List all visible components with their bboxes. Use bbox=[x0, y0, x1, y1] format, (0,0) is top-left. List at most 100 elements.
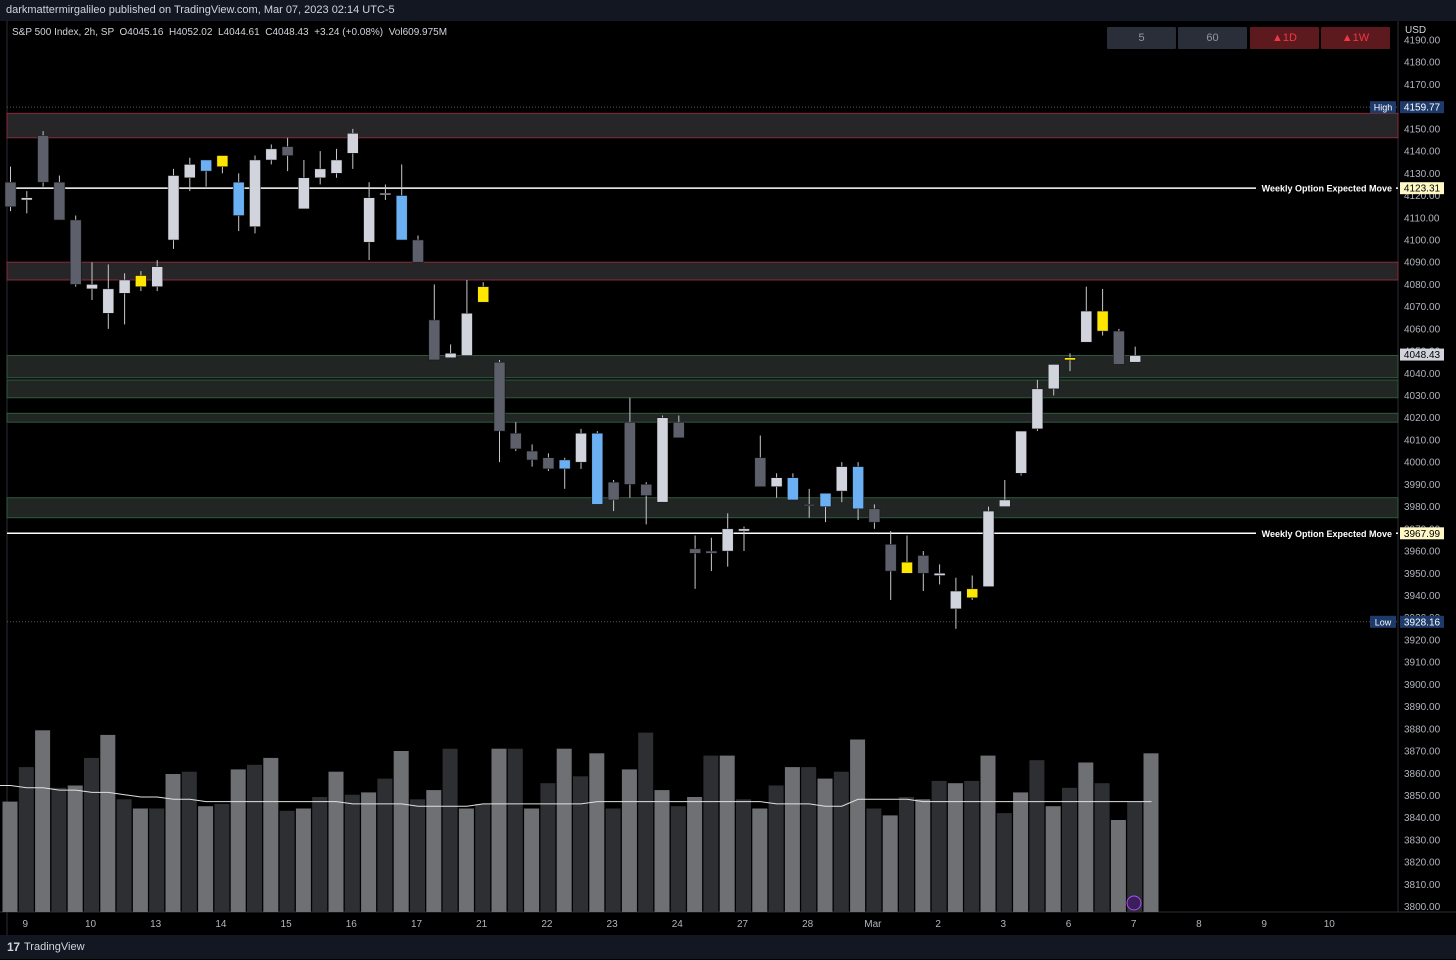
candle-body bbox=[770, 477, 783, 487]
hl-value-low: 3928.16 bbox=[1404, 617, 1441, 628]
candle bbox=[868, 504, 881, 529]
volume-bar bbox=[426, 790, 442, 912]
candle bbox=[53, 175, 66, 221]
time-label: 16 bbox=[346, 919, 358, 930]
volume-bar bbox=[230, 769, 246, 912]
candle-body bbox=[428, 319, 441, 361]
price-tick-label: 4100.00 bbox=[1404, 235, 1441, 246]
volume-bar bbox=[670, 806, 686, 912]
interval-button-60[interactable]: 60 bbox=[1178, 27, 1247, 49]
legend-volume: 609.975M bbox=[402, 27, 448, 38]
volume-bar bbox=[214, 803, 230, 912]
candle-body bbox=[135, 275, 147, 287]
interval-button-5[interactable]: 5 bbox=[1107, 27, 1176, 49]
candle bbox=[395, 164, 408, 241]
volume-bar bbox=[866, 808, 882, 912]
time-label: 17 bbox=[411, 919, 423, 930]
time-label: 22 bbox=[541, 919, 553, 930]
volume-bar bbox=[181, 771, 197, 912]
volume-bar bbox=[556, 748, 572, 912]
volume-bar bbox=[35, 730, 51, 912]
candle bbox=[69, 215, 82, 287]
tradingview-logo-icon: 17 bbox=[7, 940, 20, 954]
candle bbox=[933, 564, 946, 585]
price-tick-label: 4000.00 bbox=[1404, 458, 1441, 469]
candle bbox=[705, 537, 718, 572]
candle bbox=[640, 482, 652, 525]
candle bbox=[379, 184, 392, 200]
zone-green-3 bbox=[6, 379, 1399, 399]
legend-low: 4044.61 bbox=[223, 27, 260, 38]
time-label: 6 bbox=[1066, 919, 1072, 930]
candle-body bbox=[1080, 310, 1093, 343]
candle bbox=[216, 155, 229, 174]
candle-body bbox=[265, 148, 278, 161]
candle-body bbox=[558, 459, 571, 470]
candle-body bbox=[966, 588, 978, 598]
price-tick-label: 4060.00 bbox=[1404, 324, 1441, 335]
level-label-0: Weekly Option Expected Move bbox=[1262, 184, 1392, 194]
candle-body bbox=[118, 279, 131, 294]
volume-bar bbox=[621, 769, 637, 912]
volume-bar bbox=[295, 808, 311, 912]
level-value-bg-1 bbox=[1400, 527, 1444, 540]
volume-bar bbox=[719, 755, 735, 912]
last-price-tag: 4048.43 bbox=[1404, 350, 1441, 361]
price-tick-label: 4170.00 bbox=[1404, 80, 1441, 91]
candle-body bbox=[330, 159, 343, 174]
volume-bar bbox=[573, 776, 588, 912]
candle-body bbox=[493, 361, 506, 432]
price-tick-label: 3940.00 bbox=[1404, 591, 1441, 602]
time-label: 9 bbox=[23, 919, 29, 930]
candle-body bbox=[477, 286, 489, 303]
volume-bar bbox=[736, 799, 751, 912]
time-label: 10 bbox=[1324, 919, 1336, 930]
time-label: 23 bbox=[607, 919, 619, 930]
interval-button-1d[interactable]: ▲1D bbox=[1250, 27, 1319, 49]
candle bbox=[347, 128, 359, 169]
candle bbox=[1031, 379, 1044, 432]
candle bbox=[591, 431, 604, 505]
volume-bar bbox=[882, 815, 898, 912]
footer-brand: TradingView bbox=[24, 941, 85, 953]
candle-body bbox=[216, 155, 229, 167]
candle-body bbox=[721, 528, 734, 552]
candle-body bbox=[1064, 357, 1076, 361]
price-axis bbox=[1398, 21, 1456, 912]
price-tick-label: 4020.00 bbox=[1404, 413, 1441, 424]
candle-body bbox=[999, 499, 1011, 507]
volume-bar bbox=[654, 790, 670, 912]
price-tick-label: 3820.00 bbox=[1404, 858, 1441, 869]
candle-body bbox=[314, 168, 326, 179]
hl-tag-high: High bbox=[1374, 103, 1393, 113]
price-tick-label: 4140.00 bbox=[1404, 147, 1441, 158]
candle bbox=[721, 513, 734, 567]
candle-body bbox=[803, 504, 815, 507]
candle bbox=[1064, 353, 1076, 372]
volume-bar bbox=[198, 806, 214, 912]
level-value-1: 3967.99 bbox=[1404, 529, 1441, 540]
price-ticks: 3800.00 3810.00 3820.00 3830.00 3840.00 3850.… bbox=[1404, 36, 1441, 914]
interval-button-1w[interactable]: ▲1W bbox=[1321, 27, 1390, 49]
candle-body bbox=[102, 288, 115, 314]
level-label-bg-0 bbox=[1256, 182, 1396, 195]
candle bbox=[167, 168, 180, 249]
volume-bar bbox=[947, 783, 963, 912]
candle-body bbox=[347, 133, 359, 154]
candle bbox=[770, 473, 783, 498]
candle bbox=[526, 444, 538, 467]
candle-body bbox=[461, 313, 473, 356]
hl-tag-low: Low bbox=[1375, 617, 1392, 627]
volume-bar bbox=[18, 767, 34, 912]
volume-bar bbox=[312, 797, 328, 912]
price-tick-label: 4190.00 bbox=[1404, 36, 1441, 47]
zone-red-0 bbox=[6, 112, 1399, 139]
candle-body bbox=[640, 484, 652, 496]
candle-body bbox=[591, 433, 604, 505]
price-tick-label: 4120.00 bbox=[1404, 191, 1441, 202]
candle-body bbox=[444, 353, 457, 358]
volume-bar bbox=[361, 792, 377, 912]
volume-bar bbox=[279, 810, 295, 912]
candle bbox=[673, 415, 685, 438]
